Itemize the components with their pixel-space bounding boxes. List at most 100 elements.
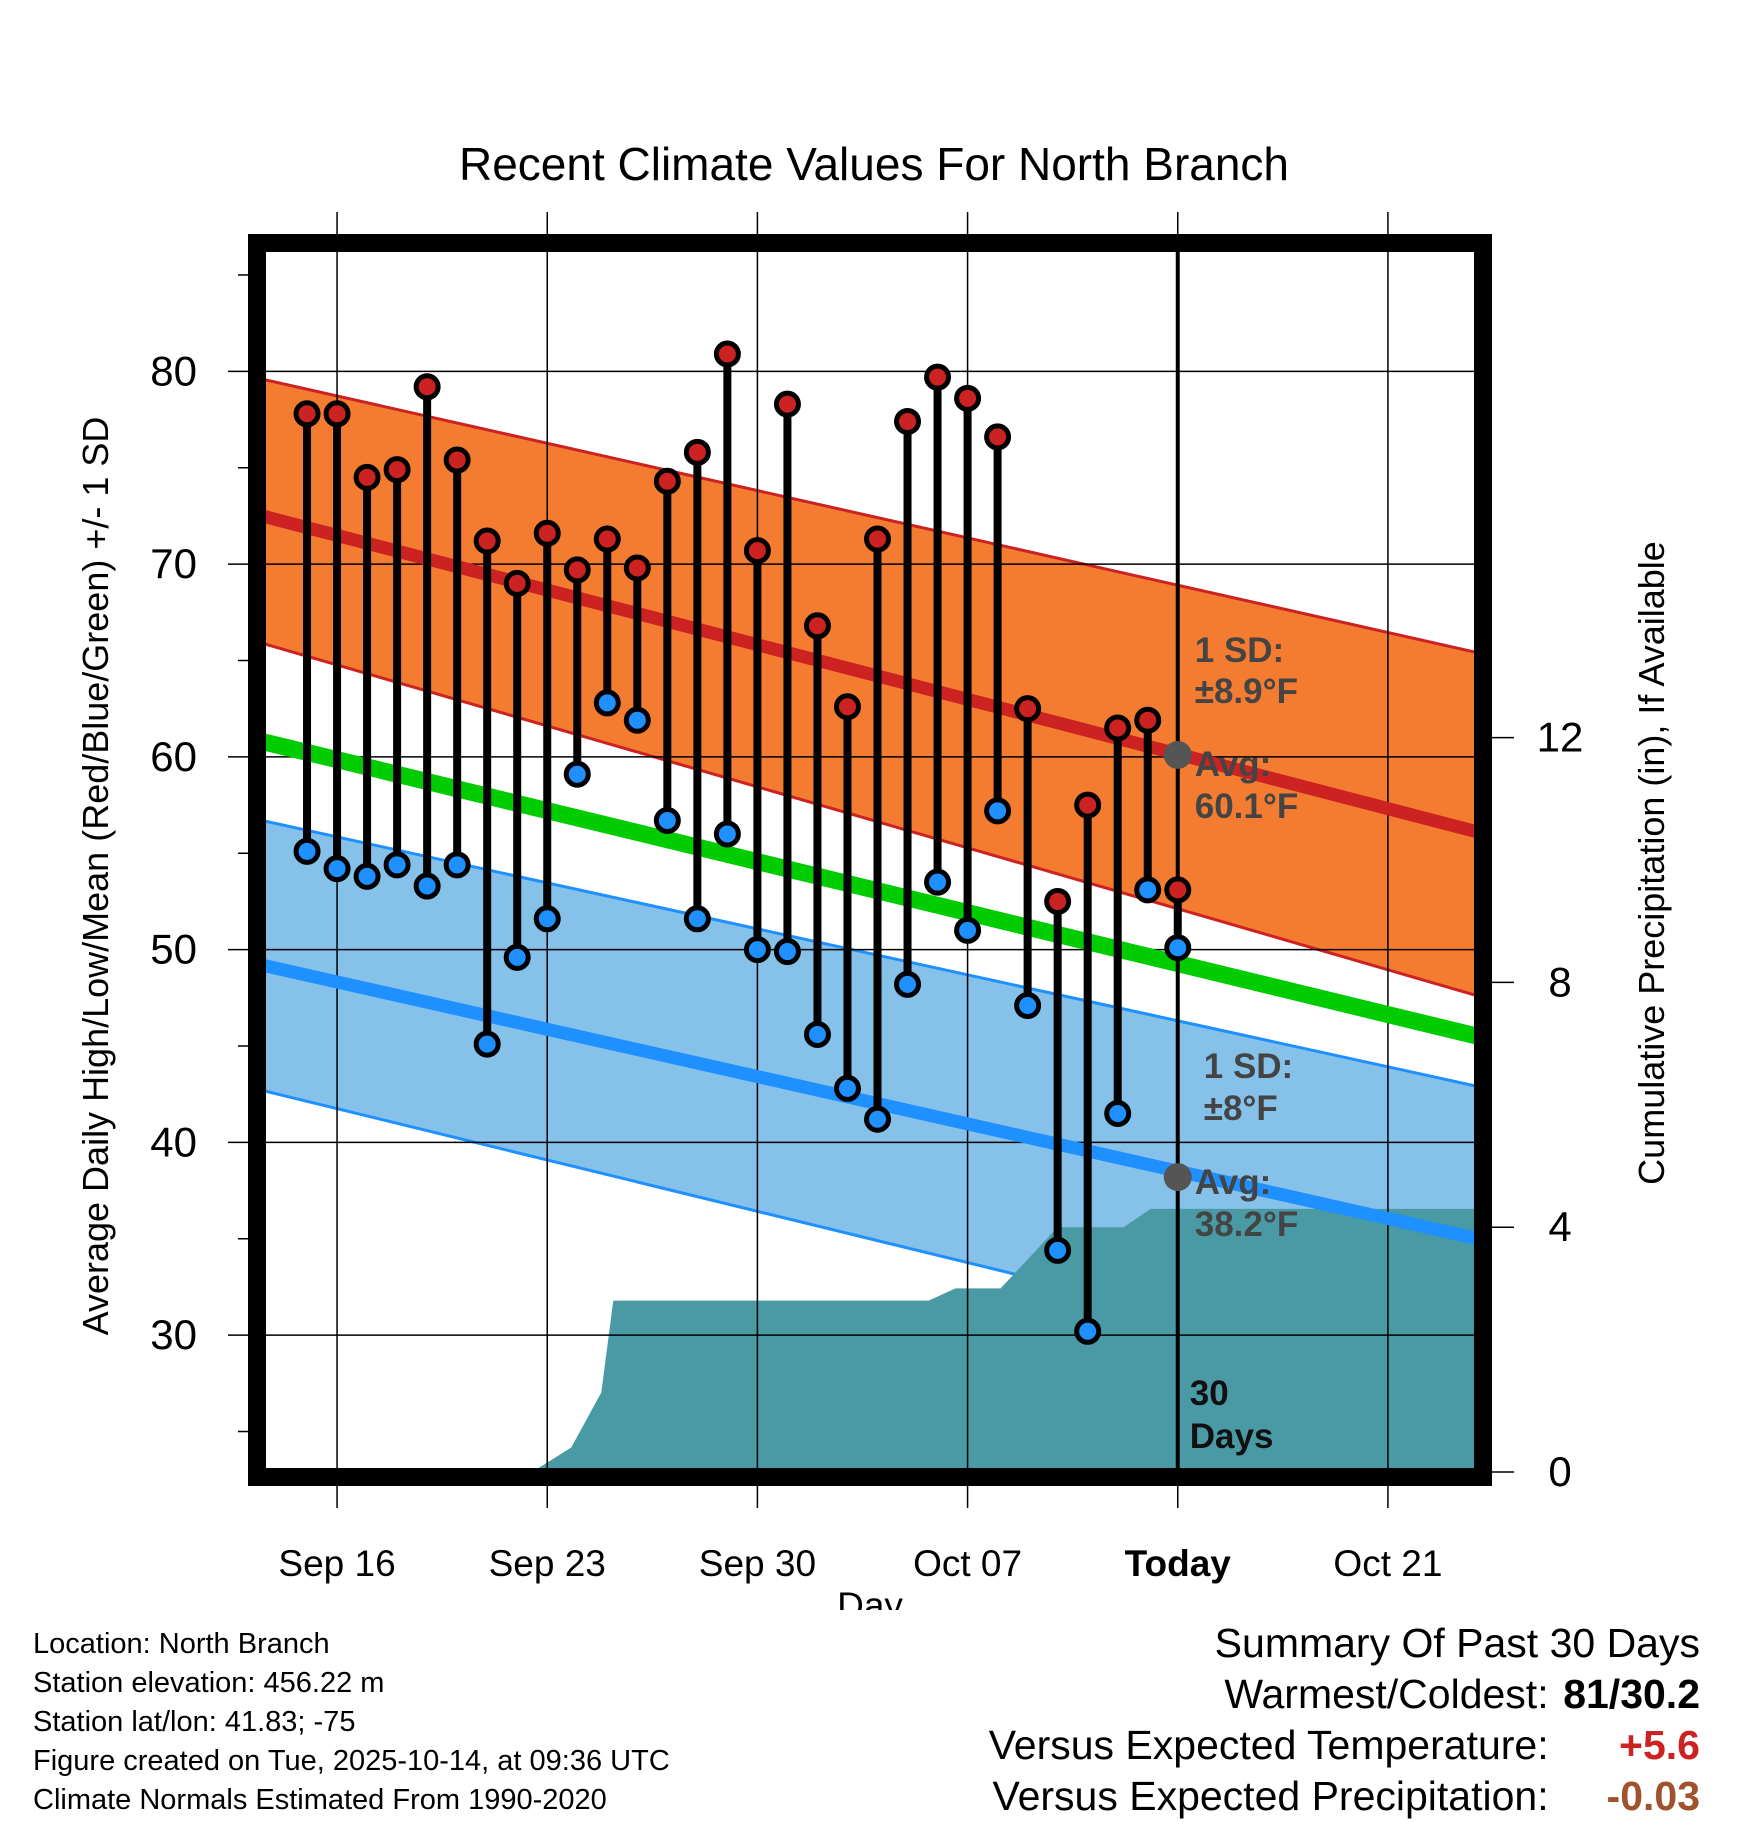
y2-tick-label: 12 [1537, 714, 1584, 761]
daily-high-point [293, 400, 321, 428]
daily-low-point [443, 851, 471, 879]
warmest-label: Warmest/Coldest: [1224, 1671, 1549, 1717]
summary-warmest-row: Warmest/Coldest: 81/30.2 [989, 1669, 1700, 1720]
daily-low-point [503, 943, 531, 971]
daily-low-point [954, 916, 982, 944]
daily-low-point [1014, 992, 1042, 1020]
summary-temp-row: Versus Expected Temperature: +5.6 [989, 1720, 1700, 1771]
x-tick-label: Oct 07 [913, 1543, 1022, 1584]
daily-low-point [323, 855, 351, 883]
y2-axis-label: Cumulative Precipitation (in), If Availa… [1631, 541, 1672, 1185]
x-tick-label: Sep 23 [489, 1543, 606, 1584]
daily-low-point [683, 905, 711, 933]
daily-high-point [1014, 695, 1042, 723]
daily-high-point [443, 446, 471, 474]
low-avg-value: 38.2°F [1195, 1205, 1299, 1244]
elevation-text: Station elevation: 456.22 m [33, 1667, 385, 1699]
daily-high-point [1164, 876, 1192, 904]
daily-high-point [1134, 706, 1162, 734]
today-high-marker [1163, 740, 1192, 769]
daily-high-point [503, 569, 531, 597]
daily-low-point [293, 837, 321, 865]
daily-low-point [833, 1074, 861, 1102]
daily-low-point [1074, 1317, 1102, 1345]
daily-low-point [653, 806, 681, 834]
location-text: Location: North Branch [33, 1628, 330, 1660]
daily-high-point [533, 519, 561, 547]
daily-high-point [1104, 714, 1132, 742]
warmest-value: 81/30.2 [1563, 1671, 1700, 1717]
daily-high-point [773, 390, 801, 418]
precip-value: -0.03 [1606, 1773, 1700, 1819]
daily-high-point [1044, 887, 1072, 915]
daily-high-point [894, 407, 922, 435]
y-tick-label: 30 [150, 1311, 197, 1358]
x-tick-label: Sep 30 [699, 1543, 816, 1584]
temp-label: Versus Expected Temperature: [988, 1722, 1549, 1768]
x-tick-label: Oct 21 [1333, 1543, 1442, 1584]
y2-tick-label: 4 [1548, 1203, 1571, 1250]
daily-high-point [833, 693, 861, 721]
daily-low-point [803, 1020, 831, 1048]
low-avg-label: Avg: [1195, 1163, 1271, 1202]
daily-high-point [984, 423, 1012, 451]
daily-low-point [383, 851, 411, 879]
latlon-text: Station lat/lon: 41.83; -75 [33, 1706, 356, 1738]
high-sd-upper-edge [262, 377, 1478, 655]
high-sd-lower-edge [262, 641, 1478, 998]
summary-precip-row: Versus Expected Precipitation: -0.03 [989, 1771, 1701, 1822]
daily-low-point [353, 862, 381, 890]
summary-title: Summary Of Past 30 Days [1214, 1620, 1700, 1666]
station-info: Location: North Branch Station elevation… [33, 1625, 670, 1820]
daily-high-point [353, 463, 381, 491]
daily-high-point [593, 525, 621, 553]
daily-low-point [533, 905, 561, 933]
y-tick-label: 70 [150, 540, 197, 587]
low-sd-label: 1 SD: [1204, 1047, 1293, 1086]
daily-high-point [623, 554, 651, 582]
daily-low-point [623, 706, 651, 734]
daily-high-point [1074, 791, 1102, 819]
daily-low-point [924, 868, 952, 896]
daily-low-point [1134, 876, 1162, 904]
y2-tick-label: 8 [1548, 958, 1571, 1005]
normal-high-line [262, 509, 1478, 839]
precip-area [262, 1208, 1478, 1472]
high-sd-value: ±8.9°F [1195, 672, 1298, 711]
window-days-number: 30 [1190, 1374, 1229, 1413]
low-sd-value: ±8°F [1204, 1089, 1278, 1128]
daily-low-point [713, 820, 741, 848]
temp-value: +5.6 [1619, 1722, 1700, 1768]
precip-label: Versus Expected Precipitation: [992, 1773, 1549, 1819]
y-tick-label: 60 [150, 733, 197, 780]
normal-mean-line [262, 733, 1478, 1045]
normal-low-line [262, 958, 1478, 1246]
chart-title: Recent Climate Values For North Branch [459, 138, 1289, 190]
daily-high-point [803, 612, 831, 640]
daily-low-point [473, 1030, 501, 1058]
plot-frame [248, 234, 1492, 1486]
window-days-unit: Days [1190, 1417, 1274, 1456]
y-tick-label: 50 [150, 926, 197, 973]
daily-high-point [413, 373, 441, 401]
daily-low-point [1044, 1236, 1072, 1264]
daily-high-point [713, 340, 741, 368]
daily-high-point [864, 525, 892, 553]
summary-panel: Summary Of Past 30 Days Warmest/Coldest:… [989, 1618, 1700, 1822]
daily-low-point [1104, 1099, 1132, 1127]
daily-low-point [563, 760, 591, 788]
daily-low-point [743, 936, 771, 964]
climate-chart: Recent Climate Values For North Branch 1… [75, 138, 1672, 1610]
daily-high-point [924, 363, 952, 391]
high-sd-label: 1 SD: [1195, 631, 1284, 670]
daily-high-point [383, 456, 411, 484]
y2-tick-label: 0 [1548, 1448, 1571, 1495]
daily-high-point [743, 537, 771, 565]
y-axis-label: Average Daily High/Low/Mean (Red/Blue/Gr… [75, 417, 116, 1336]
high-avg-label: Avg: [1195, 745, 1271, 784]
daily-high-point [323, 400, 351, 428]
daily-low-point [894, 970, 922, 998]
daily-high-point [653, 467, 681, 495]
x-tick-label: Today [1125, 1543, 1232, 1584]
daily-low-point [864, 1105, 892, 1133]
